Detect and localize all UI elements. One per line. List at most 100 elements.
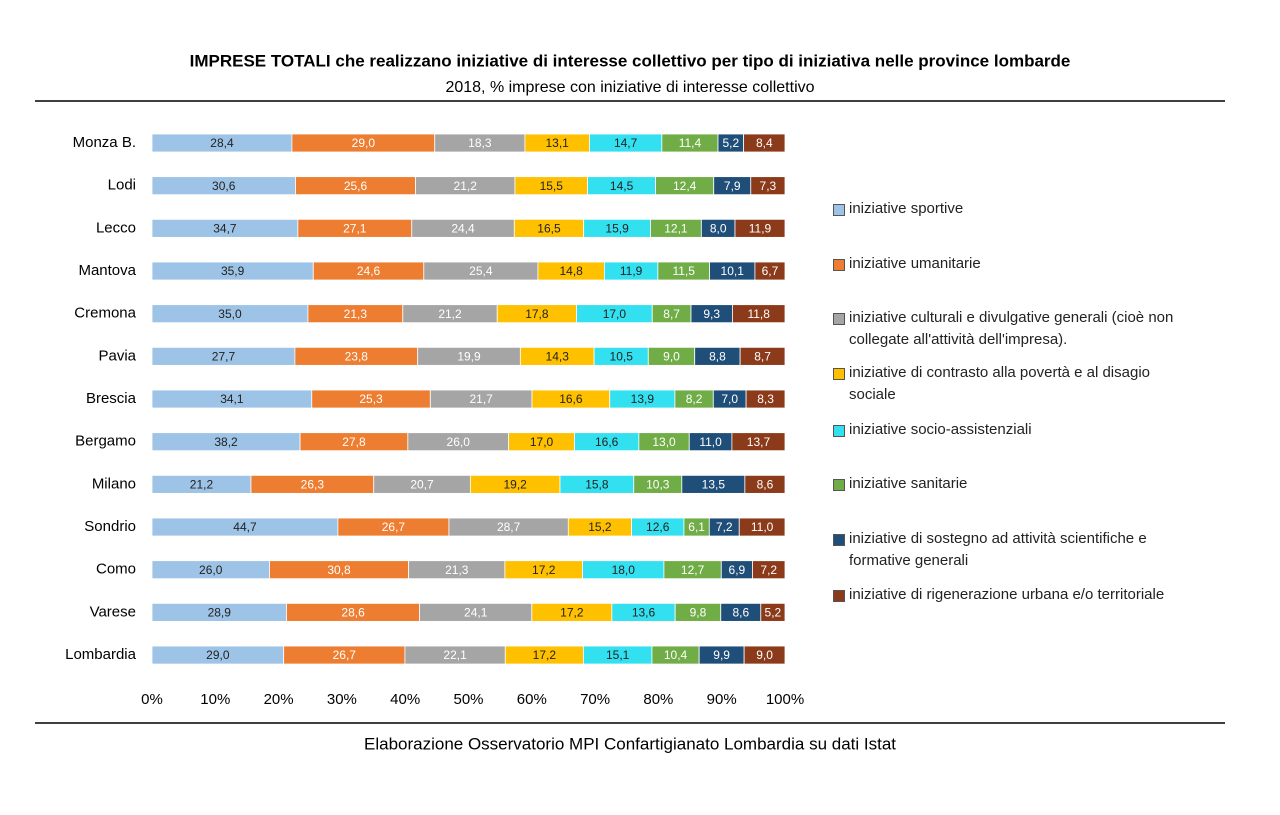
data-label: 28,7 <box>497 520 521 534</box>
data-label: 8,2 <box>686 392 703 406</box>
bar-segment <box>750 176 786 196</box>
x-tick-label: 20% <box>264 691 294 708</box>
data-label: 8,6 <box>732 606 749 620</box>
data-label: 24,1 <box>464 606 488 620</box>
data-label: 13,9 <box>631 392 655 406</box>
x-tick-label: 100% <box>766 691 804 708</box>
legend-swatch <box>833 425 845 437</box>
x-tick-label: 90% <box>707 691 737 708</box>
data-label: 21,2 <box>454 179 478 193</box>
x-tick-label: 40% <box>390 691 420 708</box>
data-label: 7,3 <box>760 179 777 193</box>
data-label: 26,7 <box>333 648 357 662</box>
data-label: 5,2 <box>722 136 739 150</box>
legend-swatch <box>833 259 845 271</box>
data-label: 10,3 <box>646 478 670 492</box>
legend-swatch <box>833 313 845 325</box>
data-label: 26,3 <box>301 478 325 492</box>
x-tick-label: 80% <box>643 691 673 708</box>
data-label: 21,3 <box>344 307 368 321</box>
data-label: 21,3 <box>445 563 469 577</box>
data-label: 9,0 <box>663 350 680 364</box>
bar-segment <box>732 304 786 324</box>
data-label: 21,2 <box>438 307 462 321</box>
data-label: 35,0 <box>218 307 242 321</box>
bar-segment <box>752 560 786 580</box>
data-label: 26,0 <box>199 563 223 577</box>
data-label: 21,2 <box>190 478 214 492</box>
data-label: 11,4 <box>679 136 702 150</box>
data-label: 14,5 <box>610 179 634 193</box>
y-tick-label: Pavia <box>98 347 136 364</box>
data-label: 8,6 <box>757 478 774 492</box>
legend-item: iniziative di contrasto alla povertà e a… <box>833 362 1198 406</box>
y-tick-label: Bergamo <box>75 433 136 450</box>
data-label: 8,7 <box>754 350 771 364</box>
data-label: 14,8 <box>559 264 583 278</box>
data-label: 27,8 <box>342 435 366 449</box>
chart-subtitle: 2018, % imprese con iniziative di intere… <box>445 79 814 96</box>
data-label: 29,0 <box>352 136 376 150</box>
data-label: 26,0 <box>447 435 471 449</box>
data-label: 7,9 <box>724 179 741 193</box>
chart-title: IMPRESE TOTALI che realizzano iniziative… <box>190 51 1071 70</box>
legend-item: iniziative sportive <box>833 198 1198 220</box>
legend-item: iniziative culturali e divulgative gener… <box>833 307 1198 351</box>
legend-item: iniziative sanitarie <box>833 473 1198 495</box>
data-label: 10,5 <box>610 350 634 364</box>
data-label: 11,5 <box>672 264 695 278</box>
data-label: 11,0 <box>751 520 774 534</box>
data-label: 28,9 <box>208 606 232 620</box>
data-label: 10,1 <box>721 264 745 278</box>
data-label: 11,9 <box>620 264 643 278</box>
data-label: 21,7 <box>469 392 493 406</box>
legend-label: iniziative umanitarie <box>849 255 981 272</box>
data-label: 24,4 <box>451 222 475 236</box>
data-label: 34,7 <box>213 222 237 236</box>
legend-item: iniziative di sostegno ad attività scien… <box>833 528 1198 572</box>
y-tick-label: Lodi <box>108 177 136 194</box>
data-label: 12,6 <box>646 520 670 534</box>
data-label: 26,7 <box>382 520 406 534</box>
y-tick-label: Milano <box>92 475 136 492</box>
bar-segment <box>744 474 786 494</box>
data-label: 16,5 <box>537 222 561 236</box>
data-label: 13,6 <box>632 606 656 620</box>
data-label: 15,9 <box>605 222 629 236</box>
legend-label: iniziative sanitarie <box>849 475 968 492</box>
data-label: 5,2 <box>765 606 782 620</box>
data-label: 18,0 <box>612 563 636 577</box>
data-label: 8,7 <box>663 307 680 321</box>
data-label: 9,3 <box>703 307 720 321</box>
y-tick-label: Varese <box>90 603 136 620</box>
data-label: 16,6 <box>559 392 583 406</box>
data-label: 8,3 <box>757 392 774 406</box>
data-label: 11,9 <box>749 222 772 236</box>
data-label: 27,7 <box>212 350 236 364</box>
data-label: 11,8 <box>747 307 770 321</box>
data-label: 7,2 <box>760 563 777 577</box>
data-label: 13,1 <box>545 136 569 150</box>
data-label: 15,1 <box>606 648 630 662</box>
data-label: 13,7 <box>747 435 771 449</box>
data-label: 12,1 <box>664 222 688 236</box>
data-label: 19,2 <box>504 478 528 492</box>
data-label: 18,3 <box>468 136 492 150</box>
data-label: 30,6 <box>212 179 236 193</box>
data-label: 25,6 <box>344 179 368 193</box>
data-label: 17,0 <box>603 307 627 321</box>
y-tick-label: Como <box>96 561 136 578</box>
y-tick-label: Mantova <box>78 262 136 279</box>
legend-swatch <box>833 368 845 380</box>
data-label: 6,9 <box>729 563 746 577</box>
x-tick-label: 30% <box>327 691 357 708</box>
legend-label: iniziative di sostegno ad attività scien… <box>849 530 1147 569</box>
data-label: 6,1 <box>688 520 705 534</box>
bar-segment <box>743 133 786 153</box>
data-label: 8,4 <box>756 136 773 150</box>
data-label: 17,8 <box>525 307 549 321</box>
data-label: 38,2 <box>214 435 238 449</box>
bar-segment <box>738 517 786 537</box>
